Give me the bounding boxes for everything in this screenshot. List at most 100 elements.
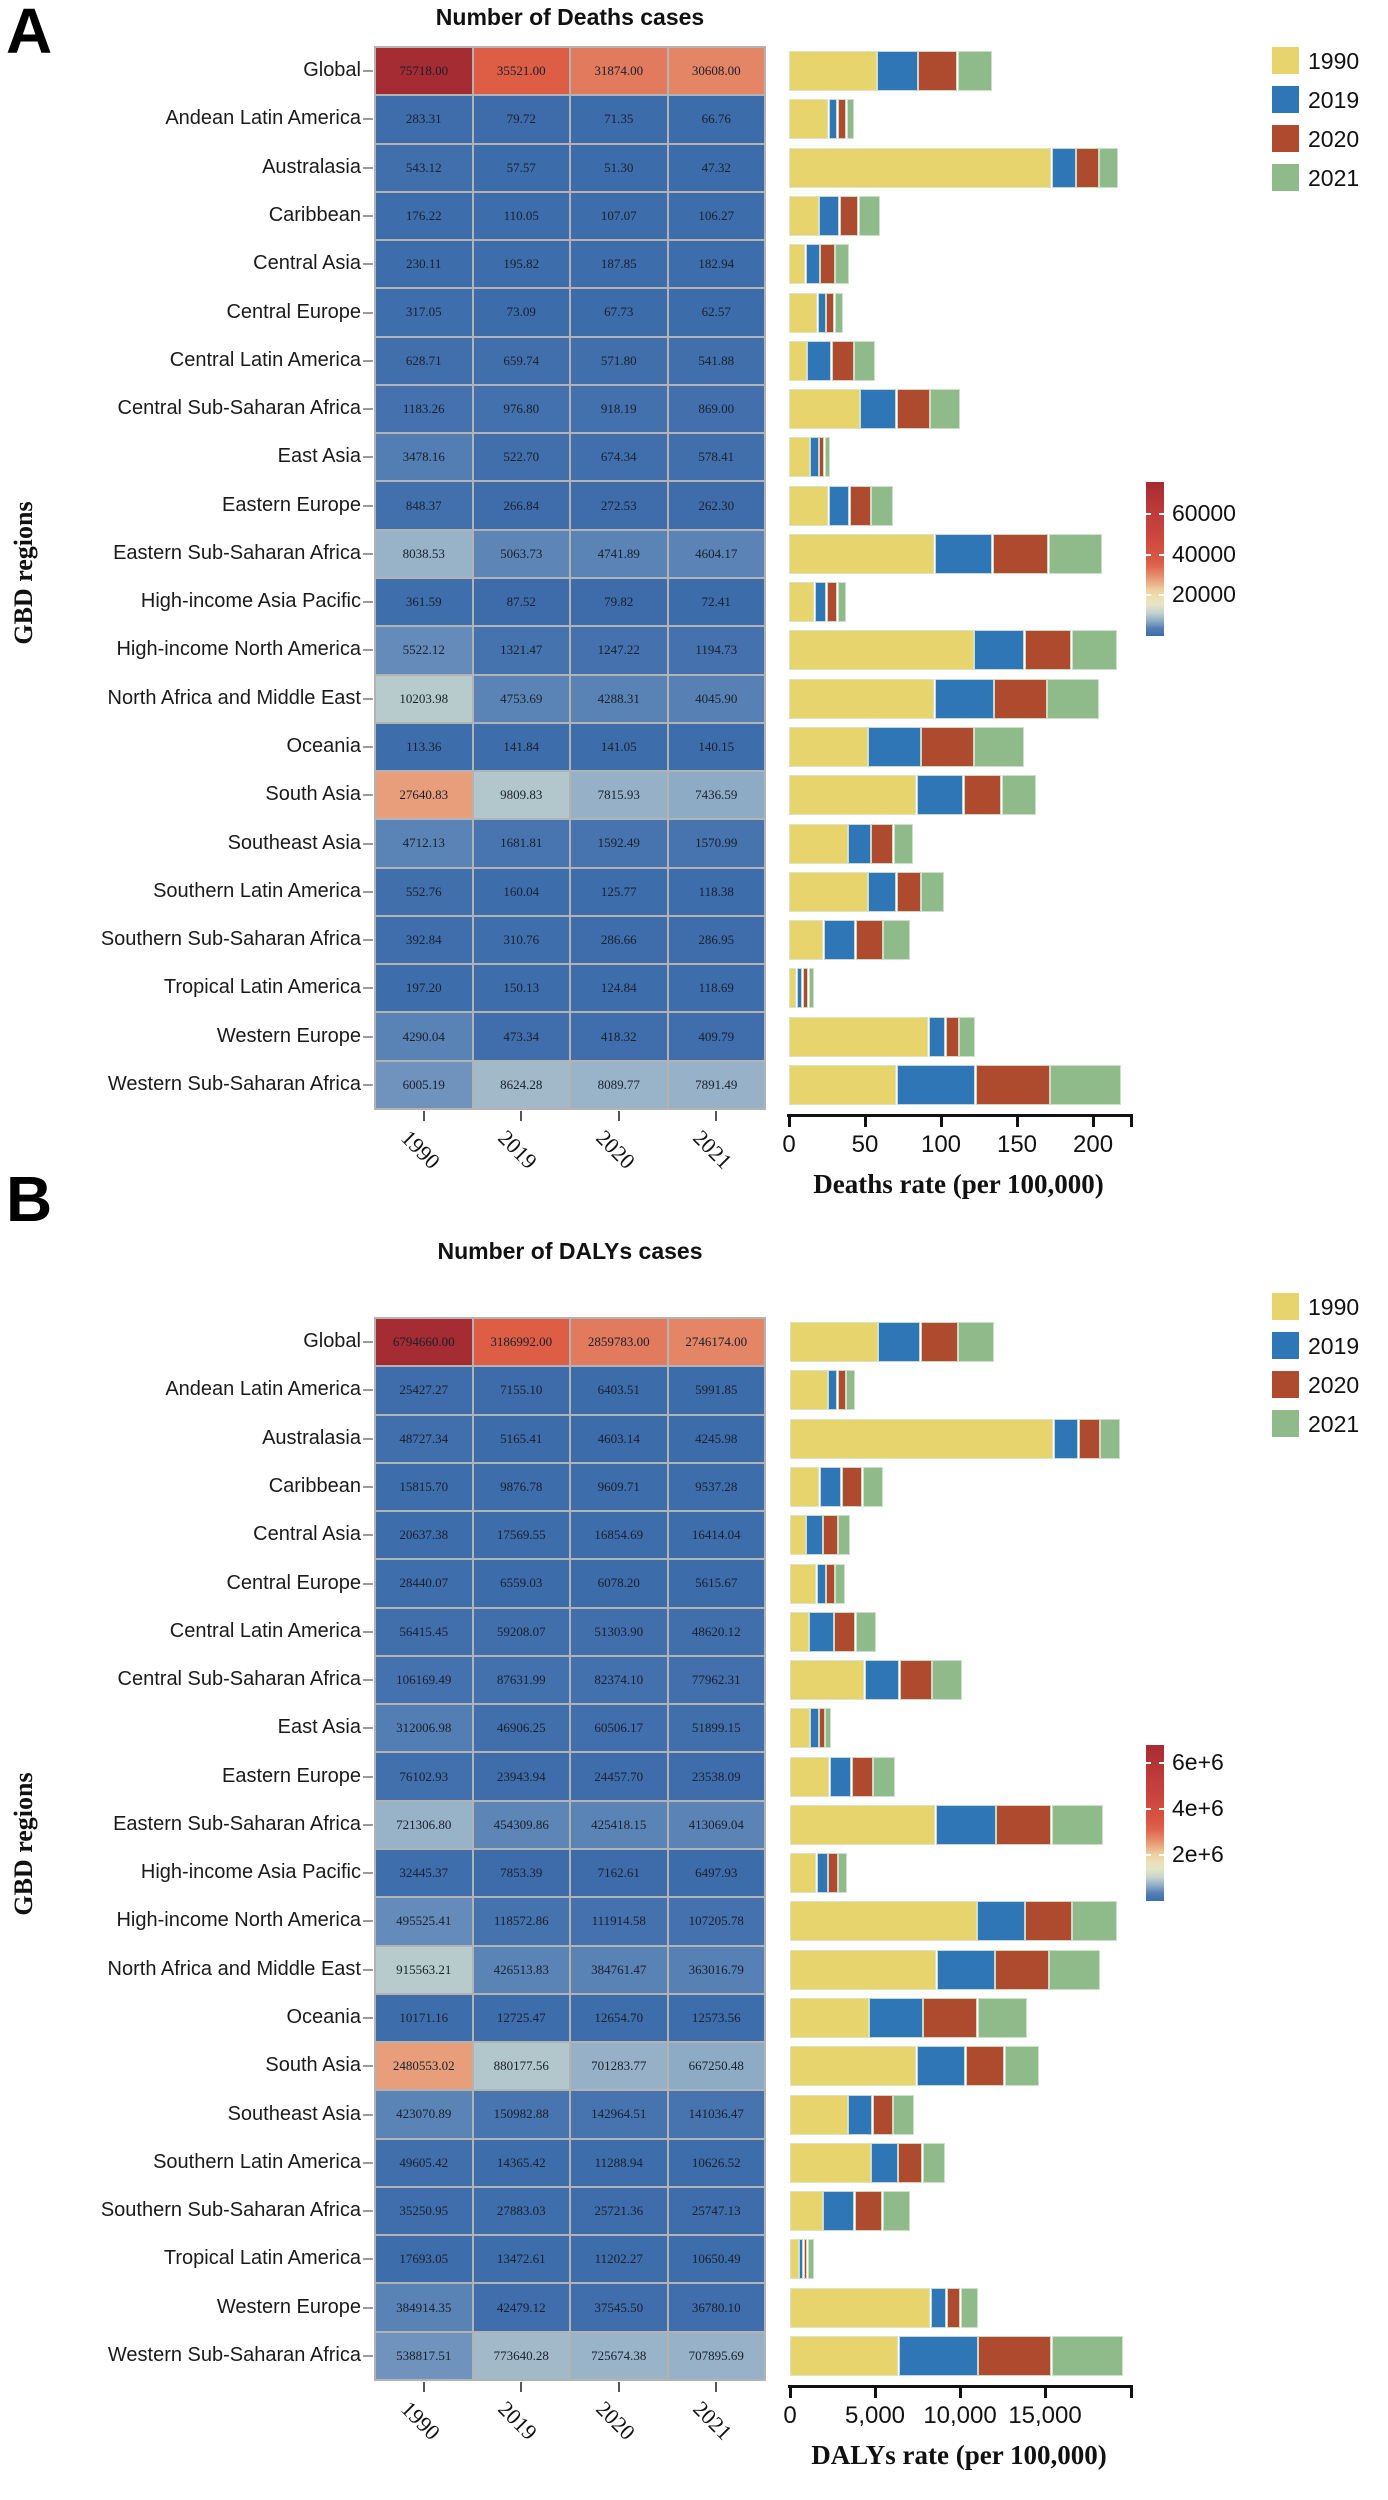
colorbar [1146,482,1164,636]
bar-segment-2019 [868,726,921,767]
bar-segment-1990 [790,2239,799,2280]
heat-cell: 23538.09 [668,1753,764,1800]
bar-segment-2019 [828,485,850,526]
colorbar-tick [1146,1808,1151,1811]
row-tick [363,2113,373,2116]
bar-segment-2020 [1076,147,1099,188]
x-tick [1043,2385,1047,2398]
colorbar-tick-label: 20000 [1172,581,1236,608]
row-tick [363,504,373,507]
heat-cell: 10171.16 [376,1994,472,2042]
heat-cell: 7815.93 [571,772,667,819]
heat-cell: 721306.80 [376,1801,472,1848]
heat-cell: 36780.10 [668,2284,764,2331]
heat-cell: 124.84 [571,965,667,1012]
bar-segment-2021 [977,1997,1028,2038]
row-tick [363,2258,373,2261]
chart-title: Number of Deaths cases [435,4,705,30]
bar-segment-2019 [816,1563,826,1604]
legend-label: 2020 [1308,126,1360,152]
heat-cell: 10203.98 [376,675,472,722]
heat-cell: 361.59 [376,579,472,626]
bar-segment-2019 [936,1949,995,1990]
bar-segment-2020 [896,871,921,912]
region-label: South Asia [265,783,361,806]
heat-cell: 51899.15 [668,1705,764,1752]
row-tick [363,1534,373,1537]
row-tick [363,2354,373,2357]
col-tick [617,1111,620,1121]
bar-segment-2019 [828,1370,838,1411]
heat-cell: 5063.73 [473,530,569,577]
bar-segment-1990 [789,1064,897,1105]
heat-cell: 17569.55 [473,1512,569,1559]
heat-cell: 4045.90 [668,675,764,722]
row-tick [363,649,373,652]
heat-cell: 2746174.00 [668,1319,764,1366]
bar-segment-2021 [959,1016,976,1057]
bar-segment-2019 [871,2142,898,2183]
heat-cell: 42479.12 [473,2284,569,2331]
bar-segment-1990 [790,2287,931,2328]
heat-cell: 552.76 [376,868,472,915]
heat-cell: 1570.99 [668,820,764,867]
x-tick-label: 50 [851,1131,879,1158]
region-label: Andean Latin America [165,107,361,130]
bar-segment-1990 [789,389,860,430]
heat-cell: 23943.94 [473,1753,569,1800]
bar-segment-2021 [1100,1418,1120,1459]
heat-col-label: 2020 [591,1125,640,1174]
colorbar [1146,1745,1164,1901]
x-tick [958,2385,962,2398]
heat-cell: 20637.38 [376,1512,472,1559]
heat-cell: 113.36 [376,723,472,771]
heat-cell: 125.77 [571,868,667,915]
bar-x-axis [787,1114,1132,1117]
heat-cell: 197.20 [376,965,472,1012]
region-label: Western Sub-Saharan Africa [107,1072,361,1095]
bar-segment-2021 [1001,775,1037,816]
bar-segment-2020 [923,1997,978,2038]
heat-cell: 57.57 [473,144,569,191]
bar-segment-2020 [992,533,1049,574]
bar-segment-1990 [789,920,824,961]
row-tick [363,1920,373,1923]
bar-segment-1990 [789,726,868,767]
bar-segment-1990 [789,244,806,285]
heat-cell: 76102.93 [376,1753,472,1800]
heat-cell: 31874.00 [571,48,667,95]
row-tick [363,1341,373,1344]
bar-segment-2019 [823,2191,855,2232]
bar-segment-2019 [930,2287,947,2328]
region-label: Global [303,1330,361,1353]
colorbar-tick [1159,512,1164,515]
heat-cell: 578.41 [668,434,764,481]
bar-segment-2020 [823,1515,838,1556]
heat-cell: 141036.47 [668,2091,764,2138]
bar-segment-2020 [963,775,1002,816]
heat-cell: 2480553.02 [376,2043,472,2090]
heat-cell: 187.85 [571,241,667,288]
bar-segment-2020 [978,2335,1052,2376]
bar-segment-2019 [799,2239,804,2280]
heat-cell: 4603.14 [571,1415,667,1462]
bar-segment-1990 [789,1016,929,1057]
bar-segment-2020 [837,99,847,140]
bar-segment-1990 [789,871,868,912]
bar-segment-2021 [1050,1064,1122,1105]
bar-segment-2021 [871,485,894,526]
bar-segment-2020 [803,2239,808,2280]
bar-segment-2019 [810,1708,819,1749]
heat-cell: 6559.03 [473,1560,569,1607]
colorbar-tick-label: 40000 [1172,540,1236,567]
row-tick [363,359,373,362]
heat-cell: 7853.39 [473,1850,569,1897]
row-tick [363,1485,373,1488]
heat-cell: 79.72 [473,96,569,143]
heat-cell: 384761.47 [571,1946,667,1993]
bar-segment-1990 [790,1611,809,1652]
bar-segment-2020 [995,1949,1049,1990]
x-tick-label: 0 [783,2402,797,2429]
bar-segment-2021 [873,1756,895,1797]
heat-cell: 773640.28 [473,2332,569,2379]
